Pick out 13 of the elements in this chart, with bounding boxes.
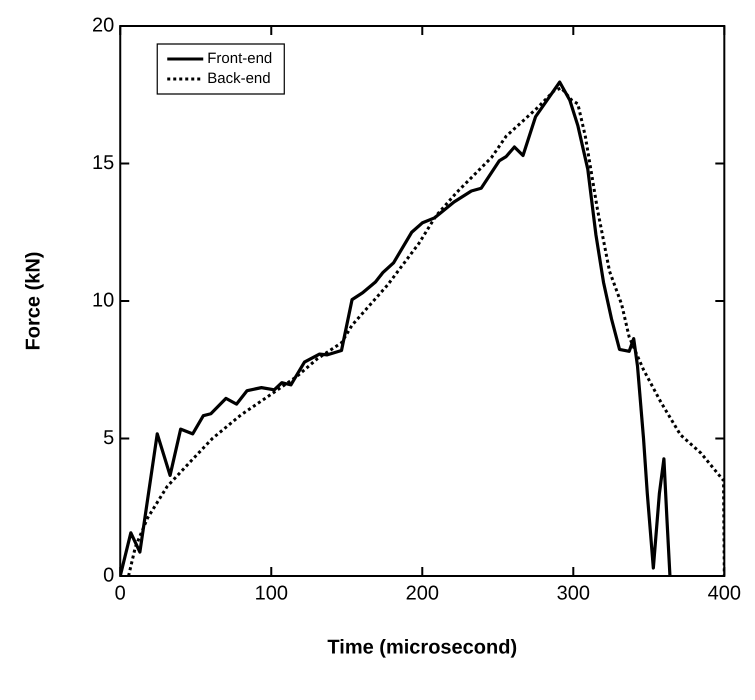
legend-label: Back-end xyxy=(207,70,271,88)
y-tick-label: 5 xyxy=(103,427,114,450)
x-tick-label: 300 xyxy=(556,582,590,605)
y-axis-title: Force (kN) xyxy=(22,252,45,350)
legend-label: Front-end xyxy=(207,50,272,68)
x-tick-label: 400 xyxy=(708,582,742,605)
x-axis-title: Time (microsecond) xyxy=(327,636,518,659)
x-tick-label: 100 xyxy=(254,582,288,605)
y-tick-label: 20 xyxy=(92,14,114,37)
y-tick-label: 0 xyxy=(103,564,114,587)
y-tick-label: 10 xyxy=(92,290,114,312)
x-tick-label: 200 xyxy=(406,582,439,605)
y-tick-label: 15 xyxy=(92,152,114,174)
